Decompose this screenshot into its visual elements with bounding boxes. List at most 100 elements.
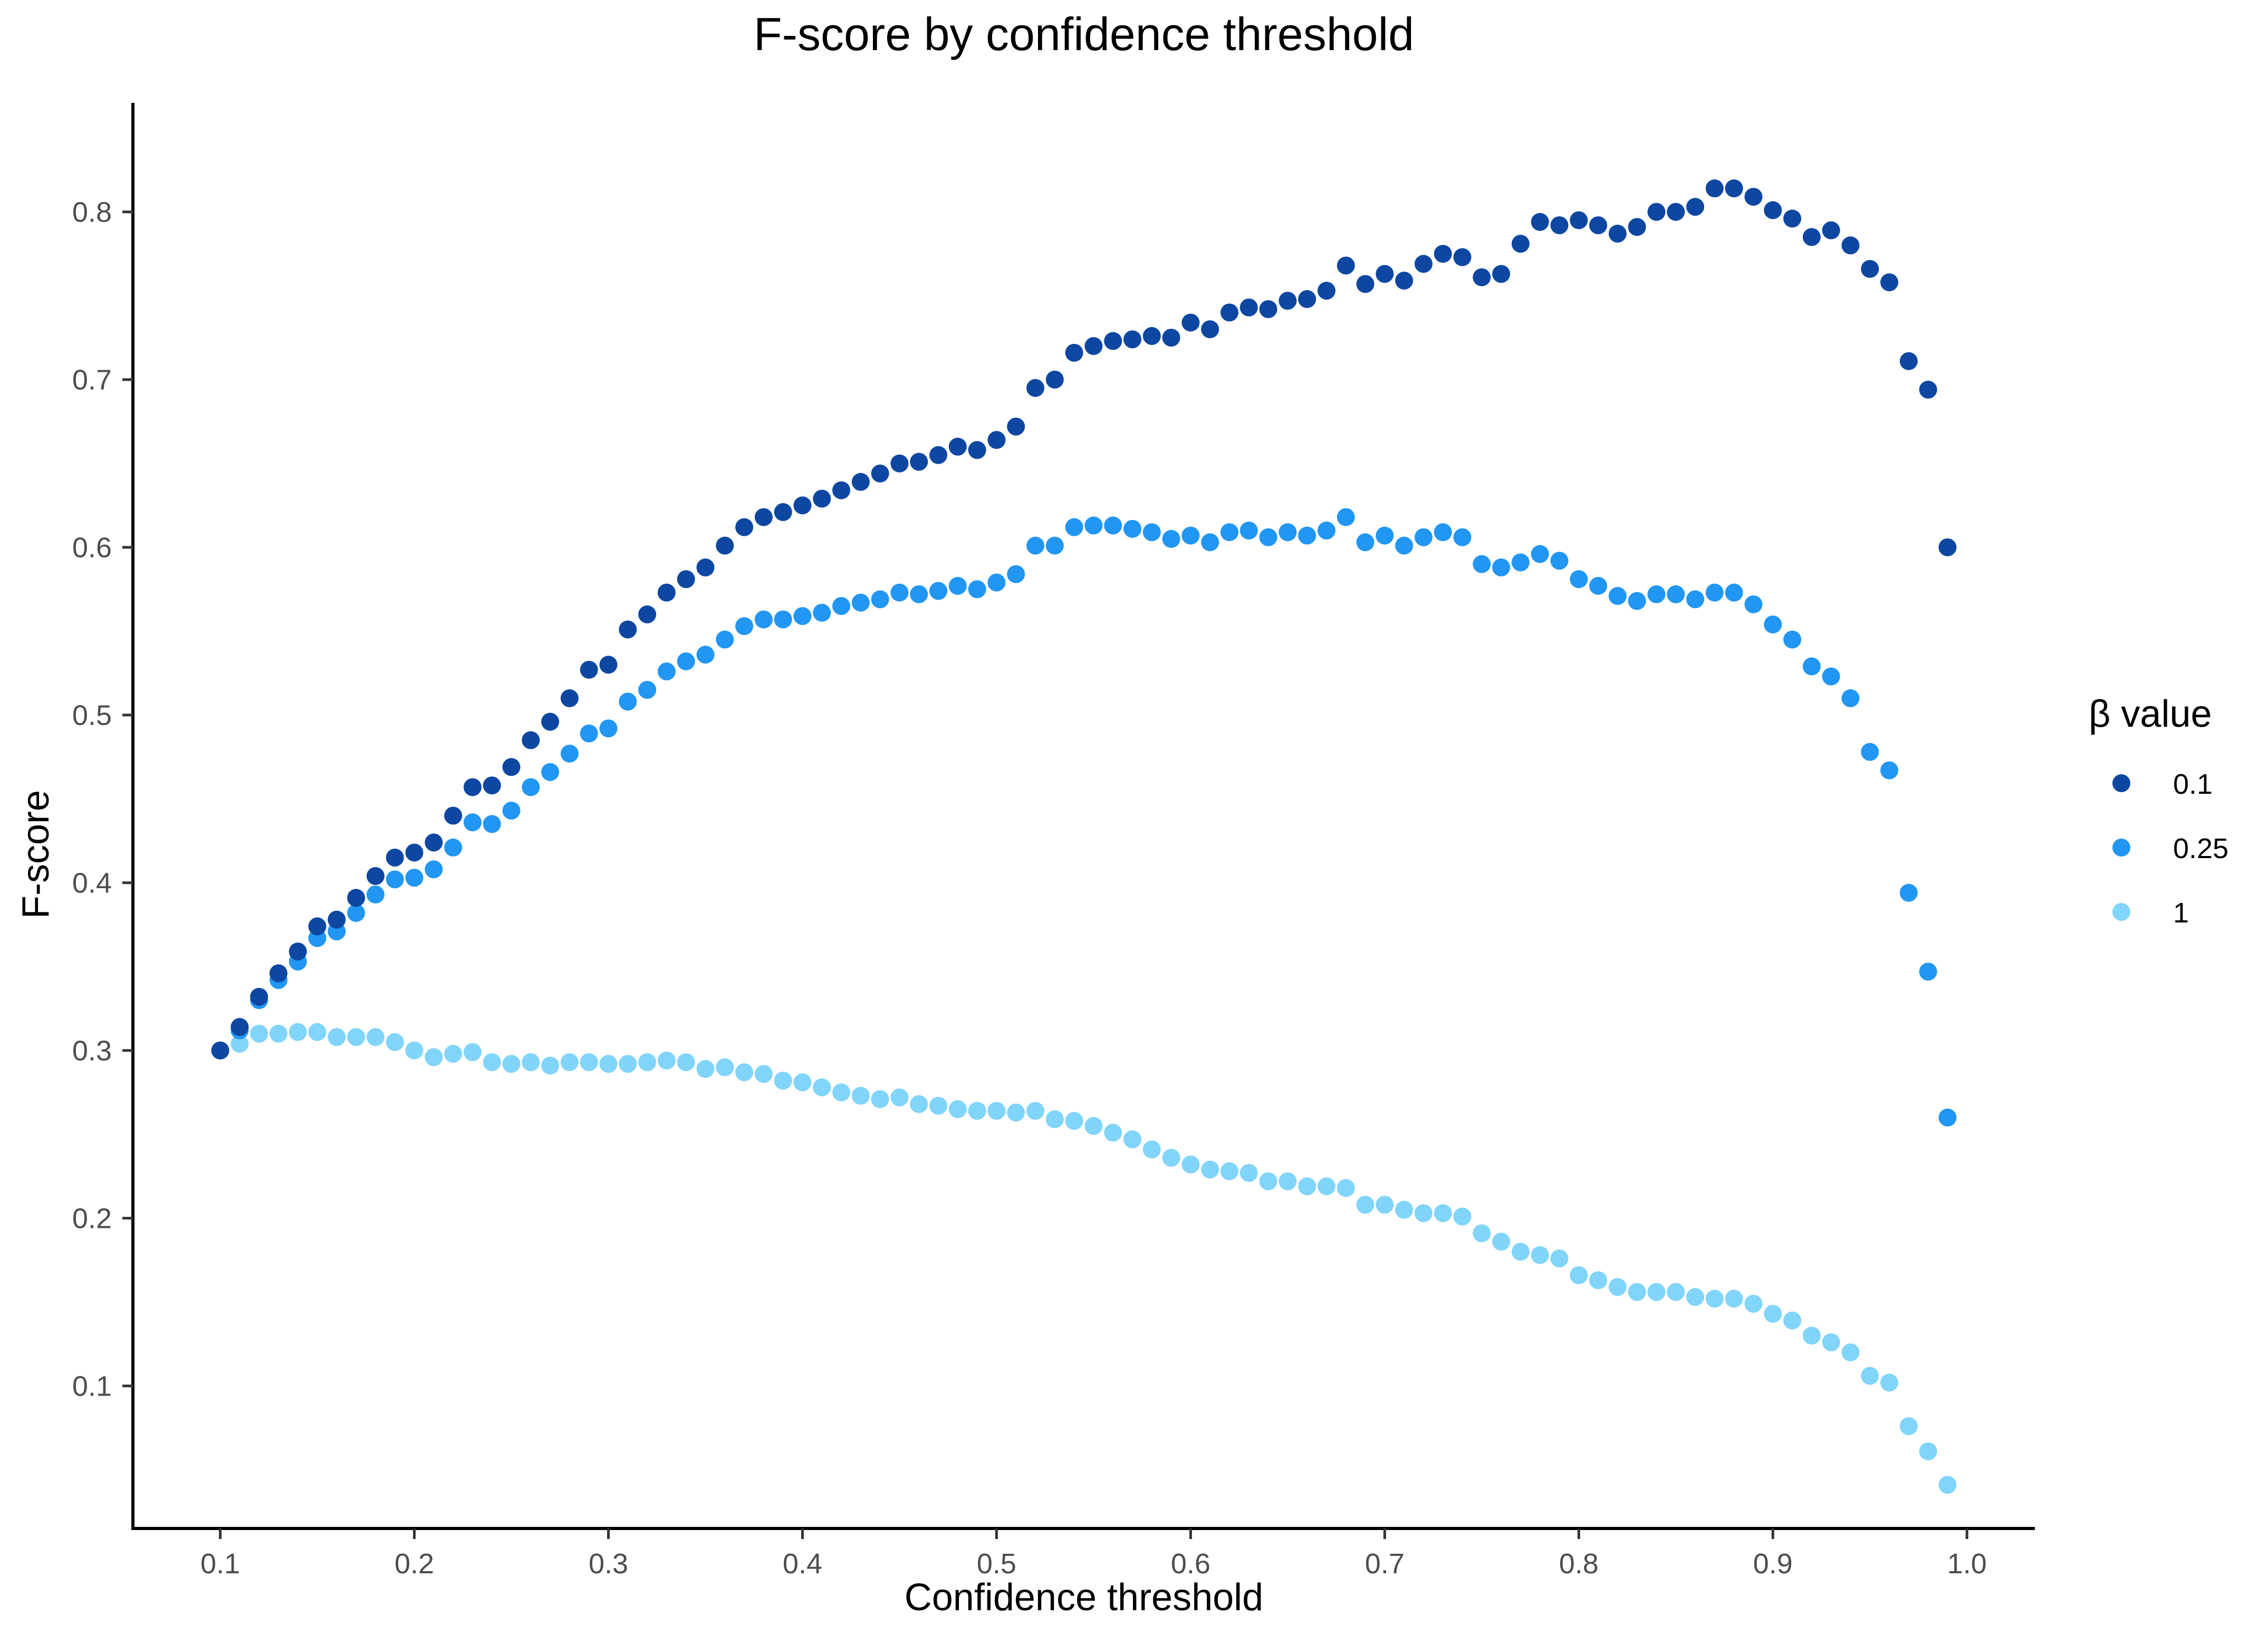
data-point xyxy=(832,1083,851,1102)
data-point xyxy=(269,964,287,983)
data-point xyxy=(444,1045,463,1063)
data-point xyxy=(1123,330,1141,349)
data-point xyxy=(1065,1112,1083,1130)
data-point xyxy=(735,1063,754,1082)
data-point xyxy=(1142,327,1161,345)
data-point xyxy=(1434,523,1452,542)
data-point xyxy=(1317,1177,1335,1196)
y-tick-label: 0.8 xyxy=(72,197,112,228)
data-point xyxy=(1181,313,1200,332)
data-point xyxy=(677,570,695,589)
data-point xyxy=(1201,1160,1219,1179)
data-point xyxy=(1162,530,1180,548)
data-point xyxy=(1899,352,1918,370)
data-point xyxy=(483,776,501,795)
data-point xyxy=(560,689,579,707)
data-point xyxy=(813,603,831,622)
data-point xyxy=(1453,528,1472,546)
data-point xyxy=(1220,1162,1238,1180)
data-point xyxy=(1628,592,1646,610)
data-point xyxy=(1298,526,1316,545)
legend-key xyxy=(2112,903,2130,921)
x-tick-label: 0.6 xyxy=(1171,1548,1210,1580)
data-point xyxy=(1026,379,1045,397)
y-tick-label: 0.5 xyxy=(72,700,112,732)
data-point xyxy=(1647,1283,1666,1301)
data-point xyxy=(1007,1103,1025,1122)
data-point xyxy=(1142,1140,1161,1159)
x-tick-label: 0.7 xyxy=(1365,1548,1405,1580)
data-point xyxy=(1492,1233,1511,1251)
data-point xyxy=(1899,883,1918,902)
data-point xyxy=(541,763,560,781)
data-point xyxy=(851,593,870,612)
data-point xyxy=(696,558,715,576)
data-point xyxy=(1317,521,1335,540)
data-point xyxy=(1550,1249,1569,1268)
data-point xyxy=(1705,583,1724,602)
data-point xyxy=(1764,1304,1782,1323)
data-point xyxy=(1259,528,1277,546)
x-tick-label: 0.1 xyxy=(200,1548,240,1580)
data-point xyxy=(1084,1117,1103,1135)
data-point xyxy=(948,576,967,595)
data-point xyxy=(1589,576,1608,595)
data-point xyxy=(987,1102,1006,1120)
data-point xyxy=(1531,213,1549,231)
data-point xyxy=(793,496,812,515)
data-point xyxy=(1880,1373,1899,1392)
data-point xyxy=(1802,228,1821,246)
data-point xyxy=(1725,583,1743,602)
data-point xyxy=(1764,615,1782,633)
x-axis-title: Confidence threshold xyxy=(905,1576,1263,1619)
data-point xyxy=(502,801,521,820)
data-point xyxy=(425,1048,443,1066)
data-point xyxy=(619,693,637,711)
data-point xyxy=(328,910,346,929)
data-point xyxy=(619,1055,637,1073)
data-point xyxy=(1608,225,1627,243)
data-points xyxy=(211,179,1957,1494)
data-point xyxy=(463,813,482,832)
data-point xyxy=(1104,332,1122,350)
data-point xyxy=(425,833,443,852)
data-point xyxy=(716,536,734,555)
legend-key xyxy=(2112,839,2130,857)
data-point xyxy=(1492,265,1511,283)
data-point xyxy=(1239,1163,1258,1182)
data-point xyxy=(890,454,909,473)
data-point xyxy=(948,437,967,456)
data-point xyxy=(696,1060,715,1078)
data-point xyxy=(1298,290,1316,309)
data-point xyxy=(1667,1283,1685,1301)
data-point xyxy=(1899,1417,1918,1436)
legend-key xyxy=(2112,774,2130,792)
y-tick-label: 0.6 xyxy=(72,532,112,564)
data-point xyxy=(1376,1196,1394,1214)
data-point xyxy=(1511,553,1530,572)
data-point xyxy=(1045,370,1064,389)
data-point xyxy=(1938,1108,1957,1127)
data-point xyxy=(1279,1172,1297,1190)
data-point xyxy=(1550,552,1569,570)
data-point xyxy=(250,987,268,1006)
data-point xyxy=(308,1023,326,1041)
data-point xyxy=(1395,536,1414,555)
data-point xyxy=(522,778,540,796)
data-point xyxy=(1045,536,1064,555)
data-point xyxy=(366,867,385,885)
data-point xyxy=(1841,236,1860,255)
data-point xyxy=(735,617,754,636)
data-point xyxy=(1764,201,1782,219)
data-point xyxy=(871,464,889,483)
data-point xyxy=(405,869,424,887)
data-point xyxy=(386,1033,404,1051)
legend: β value 0.1 0.25 1 xyxy=(2089,693,2228,929)
data-point xyxy=(968,580,986,599)
data-point xyxy=(832,481,851,499)
data-point xyxy=(774,1071,792,1090)
data-point xyxy=(1725,179,1743,198)
data-point xyxy=(793,1073,812,1092)
data-point xyxy=(1356,275,1375,293)
